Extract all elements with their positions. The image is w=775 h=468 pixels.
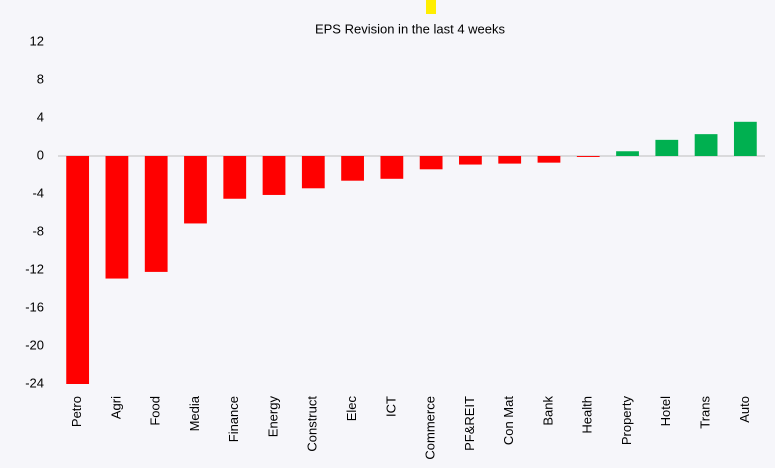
x-tick-label: Finance [226, 396, 241, 442]
y-tick-label: -16 [25, 299, 44, 314]
x-tick-label: Petro [69, 396, 84, 427]
y-tick-label: -8 [32, 223, 44, 238]
x-tick-label: Food [148, 396, 163, 426]
bar [498, 156, 522, 164]
chart-title: EPS Revision in the last 4 weeks [315, 21, 506, 36]
x-tick-label: PF&REIT [462, 396, 477, 451]
x-tick-label: Media [187, 395, 202, 431]
bar [694, 134, 718, 156]
bar [144, 156, 168, 272]
bar [576, 156, 600, 157]
bar [459, 156, 482, 165]
x-tick-label: Health [580, 396, 595, 434]
bar [341, 156, 364, 181]
y-tick-label: -20 [25, 337, 44, 352]
x-tick-label: Energy [265, 396, 280, 438]
marker [426, 0, 436, 14]
bar [66, 156, 90, 384]
bar [419, 156, 443, 170]
bar [616, 151, 639, 156]
bar [655, 139, 679, 156]
x-tick-label: Property [619, 396, 634, 446]
x-tick-label: Agri [108, 396, 123, 419]
bar [733, 121, 757, 156]
bar [380, 156, 404, 179]
y-tick-label: -12 [25, 261, 44, 276]
y-tick-label: 12 [30, 33, 44, 48]
x-tick-label: Commerce [423, 396, 438, 460]
bar [301, 156, 325, 189]
bar [262, 156, 286, 195]
bar [105, 156, 129, 279]
y-tick-label: -24 [25, 375, 44, 390]
x-tick-label: Construct [305, 396, 320, 452]
y-tick-label: 0 [37, 147, 44, 162]
x-tick-label: Elec [344, 396, 359, 422]
bar [223, 156, 247, 199]
x-tick-label: Con Mat [501, 396, 516, 446]
y-tick-label: 4 [37, 109, 44, 124]
x-tick-label: Hotel [658, 396, 673, 426]
x-tick-label: ICT [383, 396, 398, 417]
y-tick-label: 8 [37, 71, 44, 86]
bar [184, 156, 207, 224]
y-tick-label: -4 [32, 185, 44, 200]
x-tick-label: Bank [540, 396, 555, 426]
x-tick-label: Trans [698, 396, 713, 429]
bar [537, 156, 561, 163]
x-tick-label: Auto [737, 396, 752, 423]
